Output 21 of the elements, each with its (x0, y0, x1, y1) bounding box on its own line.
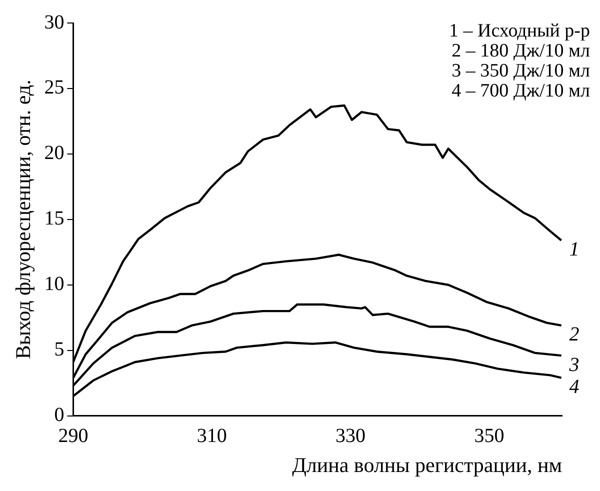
y-tick-label: 0 (54, 404, 64, 426)
x-axis-title: Длина волны регистрации, нм (292, 452, 562, 477)
annotation: 1 – Исходный р-р (449, 20, 590, 42)
series-label: 2 (569, 324, 580, 346)
y-axis-title: Выход флуоресценции, отн. ед. (11, 80, 36, 360)
annotation: 4 – 700 Дж/10 мл (452, 80, 591, 102)
x-tick-label: 350 (474, 425, 504, 448)
annotation: 3 – 350 Дж/10 мл (452, 60, 591, 82)
y-tick-label: 25 (44, 76, 64, 99)
y-tick-label: 30 (44, 11, 64, 34)
x-tick-label: 330 (336, 425, 366, 448)
y-tick-label: 10 (44, 273, 64, 296)
series-label: 4 (569, 376, 580, 398)
y-tick-label: 15 (44, 208, 64, 230)
x-tick-label: 290 (58, 425, 88, 448)
annotation: 2 – 180 Дж/10 мл (452, 40, 591, 62)
x-tick-label: 310 (196, 425, 227, 448)
series-label: 3 (568, 354, 580, 376)
series-label: 1 (569, 238, 580, 261)
y-tick-label: 20 (44, 142, 64, 164)
y-tick-label: 5 (54, 338, 64, 361)
